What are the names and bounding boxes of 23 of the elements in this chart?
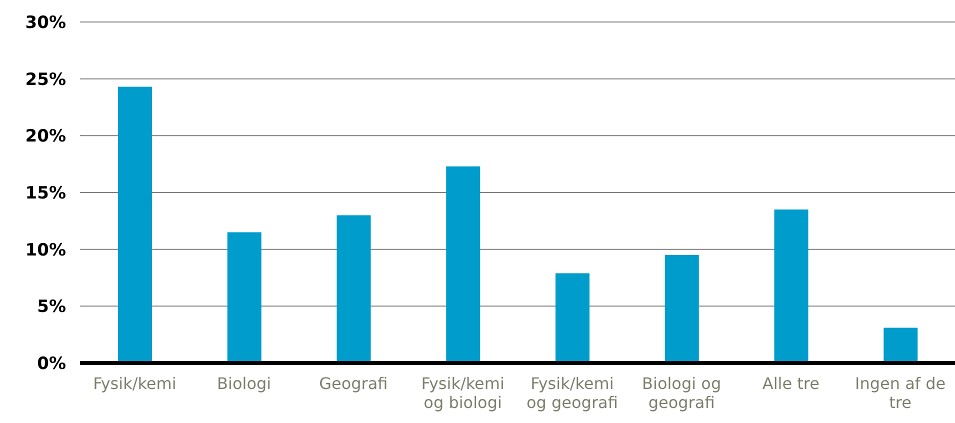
y-tick-label: 25%	[25, 70, 66, 90]
y-tick-label: 15%	[25, 184, 66, 204]
bar	[446, 166, 480, 363]
y-tick-label: 0%	[37, 354, 66, 374]
x-tick-label: Alle tre	[762, 374, 820, 393]
x-tick-label: Biologi	[217, 374, 272, 393]
x-tick-label: Fysik/kemi og geografi	[526, 374, 618, 412]
y-tick-label: 30%	[25, 13, 66, 34]
x-tick-label: Fysik/kemi	[93, 374, 176, 393]
x-tick-label: Geografi	[319, 374, 388, 393]
bar	[664, 255, 699, 363]
x-tick-label: Biologi og geografi	[642, 374, 722, 412]
y-tick-label: 5%	[37, 297, 66, 318]
y-tick-label: 20%	[25, 126, 66, 147]
bar	[556, 273, 590, 363]
bar	[227, 232, 262, 363]
x-tick-label: Ingen af de tre	[855, 374, 946, 412]
x-tick-label: Fysik/kemi og biologi	[421, 374, 504, 412]
y-tick-label: 10%	[25, 240, 66, 260]
bar	[118, 86, 152, 363]
bar	[336, 215, 371, 363]
bar	[884, 328, 918, 363]
bar	[774, 210, 808, 363]
